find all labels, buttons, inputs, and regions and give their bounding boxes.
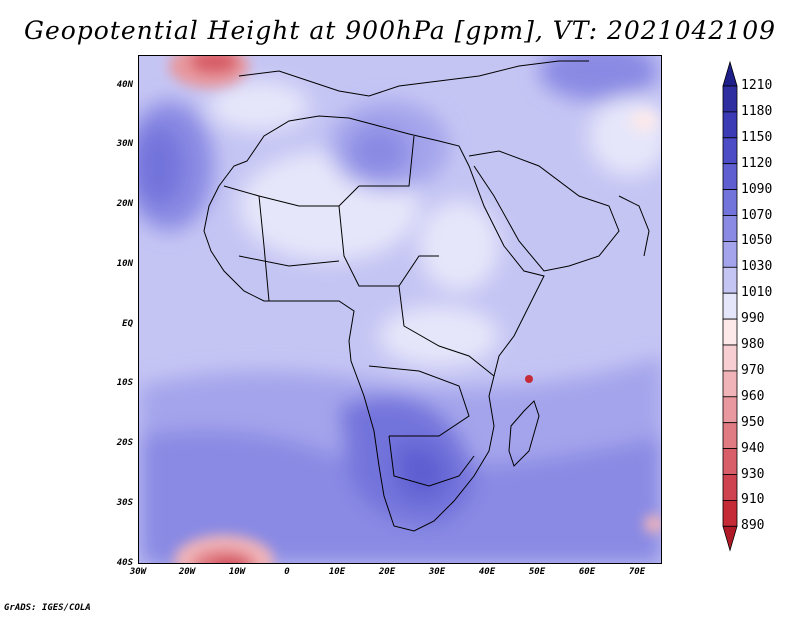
africa-coastline: [203, 115, 545, 532]
lat-tick: 10S: [116, 378, 133, 388]
colorbar-level-label: 1210: [741, 78, 773, 93]
colorbar-swatch: [722, 448, 738, 475]
border-5: [398, 285, 495, 377]
colorbar-top-arrow: [722, 60, 738, 87]
lon-tick: 0: [284, 567, 290, 577]
border-2: [258, 195, 270, 302]
map-area: [138, 55, 662, 564]
colorbar-swatch: [722, 240, 738, 268]
lon-tick: 30W: [129, 567, 147, 577]
colorbar-swatch: [722, 137, 738, 165]
colorbar-level-label: 1010: [741, 285, 773, 301]
lat-tick: EQ: [122, 319, 133, 329]
border-7: [388, 435, 475, 487]
border-1: [223, 185, 360, 207]
lon-tick: 40E: [478, 567, 496, 577]
colorbar-level-label: 1120: [741, 155, 773, 171]
border-3: [338, 205, 439, 287]
colorbar-level-label: 980: [741, 337, 765, 352]
lat-tick: 10N: [116, 259, 133, 269]
lon-tick: 50E: [528, 567, 546, 577]
colorbar-swatch: [722, 474, 738, 501]
arabia-outline: [468, 150, 620, 272]
colorbar-swatch: [722, 111, 738, 139]
island-low: [525, 375, 533, 383]
lon-tick: 60E: [578, 567, 596, 577]
colorbar-bottom-arrow: [722, 525, 738, 552]
colorbar-swatch: [722, 85, 738, 113]
colorbar-swatch: [722, 422, 738, 450]
colorbar-swatch: [722, 163, 738, 190]
colorbar-level-label: 1090: [741, 181, 773, 197]
geopotential-field: [139, 56, 661, 563]
colorbar-swatch: [722, 189, 738, 216]
colorbar-level-label: 1070: [741, 207, 773, 223]
footer-credit: GrADS: IGES/COLA: [4, 603, 91, 613]
colorbar-level-label: 1180: [741, 103, 773, 119]
lat-tick: 40N: [116, 80, 133, 90]
colorbar-level-label: 960: [741, 388, 765, 404]
lat-tick: 20N: [116, 199, 133, 209]
colorbar-level-label: 970: [741, 362, 765, 378]
colorbar-level-label: 1150: [741, 129, 773, 145]
lon-tick: 10E: [328, 567, 346, 577]
lat-tick: 30S: [116, 498, 133, 508]
colorbar-level-label: 1050: [741, 233, 773, 249]
colorbar-swatch: [722, 292, 738, 320]
europe-outline: [238, 60, 589, 97]
border-4: [359, 135, 415, 187]
colorbar-level-label: 950: [741, 414, 765, 430]
lat-tick: 20S: [116, 438, 133, 448]
colorbar-level-label: 990: [741, 311, 765, 327]
border-8: [238, 255, 340, 267]
colorbar-level-label: 930: [741, 466, 765, 482]
lat-tick: 40S: [116, 558, 133, 568]
colorbar: [722, 60, 738, 552]
colorbar-swatch: [722, 344, 738, 372]
chart-title: Geopotential Height at 900hPa [gpm], VT:…: [23, 16, 777, 45]
colorbar-swatch: [722, 499, 738, 527]
colorbar-level-label: 1030: [741, 259, 773, 275]
border-6: [368, 365, 470, 437]
lon-tick: 20W: [178, 567, 196, 577]
lon-tick: 30E: [428, 567, 446, 577]
madagascar-outline: [508, 400, 540, 467]
lon-tick: 20E: [378, 567, 396, 577]
lon-tick: 70E: [628, 567, 646, 577]
colorbar-swatch: [722, 370, 738, 398]
lat-tick: 30N: [116, 139, 133, 149]
colorbar-swatch: [722, 396, 738, 424]
colorbar-swatch: [722, 266, 738, 294]
colorbar-level-label: 940: [741, 440, 765, 456]
colorbar-swatch: [722, 215, 738, 242]
india-outline: [618, 195, 650, 257]
lon-tick: 10W: [228, 567, 246, 577]
colorbar-swatch: [722, 318, 738, 346]
colorbar-level-label: 890: [741, 518, 765, 534]
colorbar-level-label: 910: [741, 492, 765, 508]
